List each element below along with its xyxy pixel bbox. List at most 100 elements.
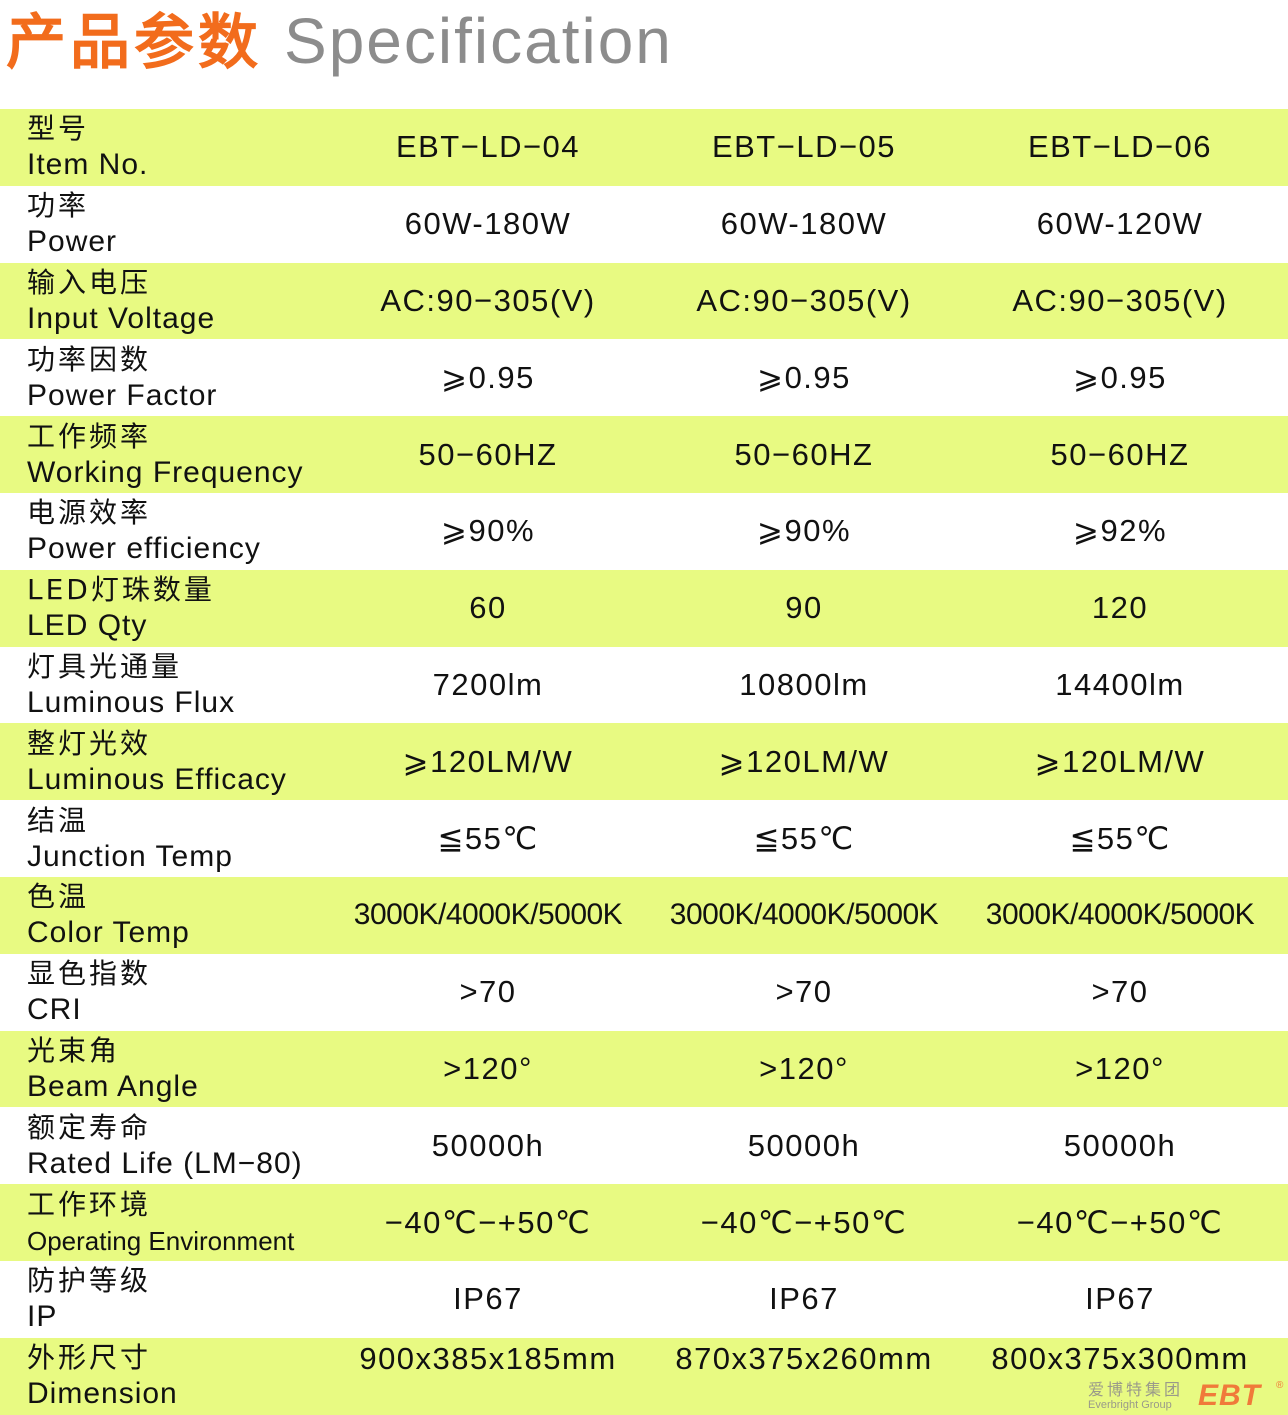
spec-row: 电源效率 Power efficiency ⩾90% ⩾90% ⩾92%: [0, 493, 1288, 570]
spec-value: ⩾120LM/W: [402, 743, 574, 779]
spec-label-en: Beam Angle: [27, 1069, 199, 1103]
spec-value: 7200lm: [432, 666, 544, 702]
spec-row: 功率 Power 60W-180W 60W-180W 60W-120W: [0, 186, 1288, 263]
spec-value: 900x385x185mm: [359, 1340, 617, 1376]
spec-value: >120°: [443, 1050, 533, 1086]
spec-label-cn: 功率: [27, 189, 90, 223]
spec-label-en: Dimension: [27, 1377, 178, 1411]
spec-value: >70: [459, 974, 517, 1010]
title-chinese: 产品参数: [6, 8, 262, 78]
spec-label-cn: 额定寿命: [27, 1110, 152, 1144]
spec-value: 50−60HZ: [734, 436, 874, 472]
spec-label-en: Luminous Efficacy: [27, 762, 287, 796]
spec-label-en: Operating Environment: [27, 1225, 295, 1256]
spec-label: 光束角 Beam Angle: [0, 1033, 330, 1105]
logo-chinese: 爱博特集团: [1088, 1380, 1184, 1399]
spec-label-en: Rated Life (LM−80): [27, 1146, 303, 1180]
spec-label-cn: 显色指数: [27, 957, 152, 991]
spec-value: ⩾120LM/W: [1034, 743, 1206, 779]
spec-value: −40℃−+50℃: [700, 1204, 908, 1240]
spec-value: >120°: [759, 1050, 849, 1086]
logo-english: Everbright Group: [1088, 1399, 1172, 1411]
spec-row: 输入电压 Input Voltage AC:90−305(V) AC:90−305(V…: [0, 262, 1288, 340]
spec-value: EBT−LD−05: [711, 129, 897, 165]
spec-row: 工作环境 Operating Environment −40℃−+50℃ −40℃−+…: [0, 1184, 1288, 1261]
spec-label-en: Power Factor: [27, 378, 218, 412]
spec-row: 型号 Item No. EBT−LD−04 EBT−LD−05 EBT−LD−06: [0, 109, 1288, 186]
spec-label: 工作环境 Operating Environment: [0, 1187, 330, 1259]
spec-value: 50000h: [431, 1127, 545, 1163]
spec-label-cn: 工作频率: [27, 419, 152, 453]
spec-value: ⩾0.95: [441, 359, 535, 395]
spec-value: 60W-180W: [720, 206, 888, 242]
spec-value: 3000K/4000K/5000K: [353, 898, 623, 932]
company-logo: 爱博特集团 Everbright Group EBT ®: [1088, 1381, 1288, 1415]
spec-value: −40℃−+50℃: [1016, 1204, 1224, 1240]
spec-row: 防护等级 IP IP67 IP67 IP67: [0, 1261, 1288, 1338]
spec-label: 输入电压 Input Voltage: [0, 265, 330, 337]
spec-value: ≦55℃: [753, 820, 855, 856]
spec-label-cn: 功率因数: [27, 342, 152, 376]
spec-value: IP67: [1085, 1281, 1155, 1317]
spec-value: ⩾120LM/W: [718, 743, 890, 779]
spec-value: 3000K/4000K/5000K: [669, 898, 939, 932]
spec-label: LED灯珠数量 LED Qty: [0, 572, 330, 644]
spec-row: LED灯珠数量 LED Qty 60 90 120: [0, 569, 1288, 647]
spec-label: 防护等级 IP: [0, 1263, 330, 1335]
spec-value: ⩾0.95: [757, 359, 851, 395]
spec-label-en: Item No.: [27, 148, 149, 182]
spec-value: >70: [1091, 974, 1149, 1010]
spec-label-cn: 防护等级: [27, 1264, 152, 1298]
spec-row: 结温 Junction Temp ≦55℃ ≦55℃ ≦55℃: [0, 800, 1288, 877]
spec-label-en: Power: [27, 225, 118, 259]
spec-label: 功率因数 Power Factor: [0, 342, 330, 414]
spec-value: 10800lm: [739, 666, 869, 702]
spec-label-cn: 外形尺寸: [27, 1341, 152, 1375]
spec-value: ⩾92%: [1072, 513, 1168, 549]
spec-label-cn: 灯具光通量: [27, 649, 183, 683]
spec-label: 工作频率 Working Frequency: [0, 419, 330, 491]
spec-label-en: Power efficiency: [27, 532, 261, 566]
spec-label: 外形尺寸 Dimension: [0, 1340, 330, 1412]
spec-label-en: LED Qty: [27, 609, 148, 643]
spec-label-en: IP: [27, 1300, 58, 1334]
spec-row: 光束角 Beam Angle >120° >120° >120°: [0, 1030, 1288, 1108]
spec-value: 60: [469, 590, 507, 626]
spec-label-cn: 色温: [27, 880, 90, 914]
spec-value: 60W-180W: [404, 206, 572, 242]
page-title: 产品参数 Specification: [6, 0, 673, 78]
spec-value: AC:90−305(V): [380, 282, 596, 318]
spec-row: 色温 Color Temp 3000K/4000K/5000K 3000K/4000K…: [0, 876, 1288, 954]
spec-value: ≦55℃: [1069, 820, 1171, 856]
spec-label-en: Color Temp: [27, 916, 190, 950]
spec-value: >70: [775, 974, 833, 1010]
title-english: Specification: [284, 5, 673, 77]
spec-row: 显色指数 CRI >70 >70 >70: [0, 954, 1288, 1031]
spec-label-cn: LED灯珠数量: [27, 573, 215, 607]
spec-value: 90: [785, 590, 823, 626]
spec-label-en: Working Frequency: [27, 455, 304, 489]
spec-value: IP67: [769, 1281, 839, 1317]
spec-label: 电源效率 Power efficiency: [0, 495, 330, 567]
spec-value: 60W-120W: [1036, 206, 1204, 242]
spec-value: EBT−LD−04: [395, 129, 581, 165]
spec-label-cn: 整灯光效: [27, 726, 152, 760]
spec-row: 整灯光效 Luminous Efficacy ⩾120LM/W ⩾120LM/W ⩾12…: [0, 723, 1288, 801]
spec-label-en: CRI: [27, 993, 82, 1027]
spec-value: ≦55℃: [437, 820, 539, 856]
spec-value: 3000K/4000K/5000K: [985, 898, 1255, 932]
spec-value: 120: [1091, 590, 1149, 626]
spec-label: 显色指数 CRI: [0, 956, 330, 1028]
spec-value: ⩾90%: [756, 513, 852, 549]
spec-label: 额定寿命 Rated Life (LM−80): [0, 1110, 330, 1182]
spec-value: 50000h: [747, 1127, 861, 1163]
spec-value: 50−60HZ: [418, 436, 558, 472]
spec-value: 14400lm: [1055, 666, 1185, 702]
spec-value: EBT−LD−06: [1027, 129, 1213, 165]
spec-label-en: Luminous Flux: [27, 685, 236, 719]
spec-value: IP67: [453, 1281, 523, 1317]
spec-row: 功率因数 Power Factor ⩾0.95 ⩾0.95 ⩾0.95: [0, 339, 1288, 416]
registered-icon: ®: [1276, 1380, 1284, 1391]
spec-value: −40℃−+50℃: [384, 1204, 592, 1240]
spec-label: 型号 Item No.: [0, 111, 330, 183]
